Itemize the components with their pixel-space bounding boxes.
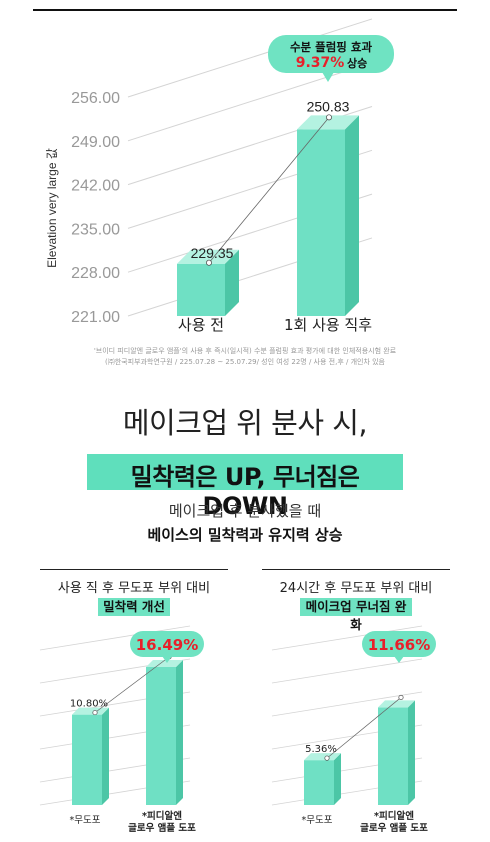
callout-bubble (268, 35, 394, 73)
footnote-line-2: (㈜한국피부과학연구원 / 225.07.28 ~ 25.07.29/ 성인 여… (104, 358, 385, 366)
y-tick-label: 242.00 (71, 178, 120, 195)
panel-connector-dot (398, 694, 404, 700)
bar-panel-2-1 (378, 707, 408, 805)
bar-panel-1-1-top (146, 660, 183, 667)
y-tick-label: 221.00 (71, 309, 120, 326)
y-tick-label: 228.00 (71, 265, 120, 282)
panel-category-label: *피디알엔 (142, 810, 182, 822)
subtitle-1: 메이크업 후 분사했을 때 (168, 502, 322, 520)
connector-dot (325, 114, 332, 121)
panel-right-tag: 메이크업 무너짐 완화 (300, 598, 412, 632)
bar-top-chart-1-top (297, 115, 359, 130)
bar-panel-1-1 (146, 667, 176, 805)
panel-callout-bubble (130, 631, 204, 657)
bar-panel-1-1-side (176, 660, 183, 805)
panel-gridline (271, 625, 423, 651)
x-category-label: 1회 사용 직후 (284, 316, 372, 334)
panel-right-rule (262, 569, 450, 570)
subtitle-2: 베이스의 밀착력과 유지력 상승 (147, 526, 343, 544)
banner-text: 밀착력은 UP, 무너짐은 DOWN (130, 463, 360, 520)
bar-top-chart-1-side (345, 115, 359, 316)
bar-top-chart-0 (177, 263, 225, 316)
panel-connector (94, 656, 170, 713)
bar-panel-2-0-top (304, 753, 341, 761)
callout-suffix: 상승 (347, 56, 367, 70)
y-tick-label: 235.00 (71, 221, 120, 238)
panel-left-title: 사용 직 후 무도포 부위 대비 (57, 581, 211, 596)
bar-panel-1-0 (72, 714, 102, 805)
panel-category-label: *무도포 (302, 815, 333, 826)
connector-dot (205, 259, 212, 266)
panel-callout-pointer (394, 656, 404, 663)
bar-panel-2-1-side (408, 700, 415, 805)
panel-gridline (271, 691, 423, 717)
data-label: 229.35 (191, 245, 234, 261)
bar-top-chart-0-side (225, 249, 239, 316)
panel-data-label: 10.80% (70, 699, 108, 710)
panel-data-label: 5.36% (305, 744, 337, 755)
panel-callout-bubble (362, 631, 436, 657)
bar-top-chart-1 (297, 129, 345, 316)
top-divider (33, 9, 457, 11)
panel-gridline (271, 658, 423, 684)
bar-panel-2-0 (304, 760, 334, 805)
x-category-label: 사용 전 (178, 316, 224, 334)
panel-category-label: 글로우 앰플 도포 (360, 822, 428, 834)
bar-panel-1-0-side (102, 707, 109, 805)
banner: 밀착력은 UP, 무너짐은 DOWN (87, 454, 403, 520)
panel-callout-pointer (162, 656, 172, 663)
bar-panel-2-0-side (334, 753, 341, 805)
bar-panel-2-1-top (378, 700, 415, 708)
callout-value: 9.37% (296, 55, 345, 71)
panel-category-label: *무도포 (70, 815, 101, 826)
panel-connector (326, 697, 402, 759)
gridline (127, 18, 373, 98)
y-tick-label: 256.00 (71, 90, 120, 107)
y-axis-label: Elevation very large 값 (45, 148, 59, 268)
headline: 메이크업 위 분사 시, (122, 406, 368, 440)
panel-right-title: 24시간 후 무도포 부위 대비 (279, 581, 433, 596)
panel-connector-dot (324, 755, 330, 761)
panel-category-label: 글로우 앰플 도포 (128, 822, 196, 834)
callout-pointer (322, 72, 334, 82)
panel-gridline (39, 625, 191, 651)
panel-callout-value: 16.49% (136, 636, 198, 654)
bar-top-chart-0-top (177, 249, 239, 264)
callout-title: 수분 플럼핑 효과 (290, 40, 372, 54)
footnote-line-1: '브이디 피디알엔 글로우 앰플'의 사용 후 즉시(일시적) 수분 플럼핑 효… (93, 347, 397, 355)
y-tick-label: 249.00 (71, 134, 120, 151)
panel-left-tag: 밀착력 개선 (98, 598, 170, 616)
connector-line (208, 117, 330, 264)
panel-callout-value: 11.66% (368, 636, 430, 654)
data-label: 250.83 (307, 98, 350, 114)
panel-connector-dot (92, 710, 98, 716)
panel-category-label: *피디알엔 (374, 810, 414, 822)
panel-left-rule (40, 569, 228, 570)
